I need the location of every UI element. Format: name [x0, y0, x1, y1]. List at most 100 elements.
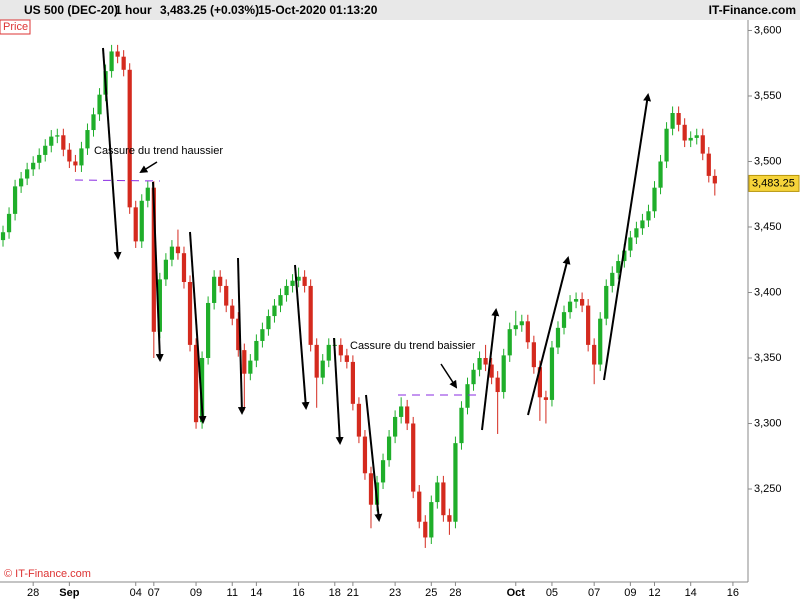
candle-body — [423, 521, 428, 538]
candle-body — [157, 279, 162, 332]
candle-body — [0, 232, 6, 241]
candle-body — [338, 344, 343, 356]
candle-body — [85, 130, 90, 149]
candle-body — [212, 276, 217, 303]
candle-body — [109, 51, 114, 72]
candle-body — [573, 299, 579, 302]
x-tick-label: 07 — [588, 587, 600, 599]
candle-body — [380, 460, 386, 483]
x-tick-label: 25 — [425, 587, 437, 599]
candle-body — [181, 253, 187, 283]
candle-body — [610, 272, 615, 286]
x-tick-label: 12 — [648, 587, 660, 599]
y-tick-label: 3,250 — [754, 483, 782, 495]
x-tick-label: Sep — [59, 587, 79, 599]
candle-body — [549, 347, 555, 400]
interval: 1 hour — [115, 3, 152, 17]
x-tick-label: 21 — [347, 587, 359, 599]
x-tick-label: 11 — [227, 587, 238, 599]
candle-body — [537, 367, 542, 398]
annotation-arrow — [440, 363, 458, 389]
x-tick-label: 18 — [329, 587, 341, 599]
candle-body — [43, 145, 48, 155]
annotation: Cassure du trend baissier — [350, 340, 476, 352]
trend-arrow — [152, 181, 164, 362]
y-tick-label: 3,350 — [754, 352, 782, 364]
candle-body — [350, 361, 355, 404]
trend-arrow — [189, 231, 207, 424]
candle-body — [61, 135, 66, 150]
x-tick-label: 16 — [292, 587, 304, 599]
candle-body — [254, 340, 259, 361]
candle-body — [676, 113, 681, 125]
y-tick-label: 3,300 — [754, 417, 782, 429]
candle-body — [19, 178, 24, 187]
candle-body — [284, 285, 289, 296]
candle-body — [513, 325, 518, 330]
candle-body — [543, 397, 549, 400]
header-bar — [0, 0, 800, 20]
candle-body — [97, 94, 102, 115]
candle-body — [169, 246, 175, 260]
symbol: US 500 (DEC-20) — [24, 3, 118, 17]
candle-body — [91, 114, 96, 131]
candle-body — [308, 285, 313, 345]
candle-body — [302, 276, 307, 286]
candle-body — [6, 213, 12, 233]
candle-body — [199, 357, 205, 423]
candle-body — [567, 301, 573, 313]
x-tick-label: Oct — [507, 587, 526, 599]
candle-body — [187, 282, 193, 345]
candle-body — [320, 360, 325, 378]
candle-body — [489, 364, 494, 378]
candle-body — [362, 436, 368, 474]
candle-body — [664, 128, 669, 162]
candle-body — [25, 169, 30, 179]
candle-body — [260, 329, 265, 341]
candle-body — [121, 56, 126, 70]
candle-body — [37, 154, 42, 163]
candle-body — [441, 482, 446, 516]
candle-body — [163, 259, 168, 280]
candle-body — [471, 369, 476, 385]
candle-body — [531, 342, 536, 368]
y-tick-label: 3,400 — [754, 286, 782, 298]
candle-body — [314, 344, 319, 378]
candle-body — [634, 228, 639, 238]
candle-body — [49, 136, 54, 146]
last-price-label: 3,483.25 — [752, 177, 795, 189]
candle-body — [248, 360, 253, 374]
candle-body — [73, 161, 78, 166]
candle-body — [236, 318, 241, 351]
x-tick-label: 09 — [190, 587, 202, 599]
candle-body — [712, 175, 717, 184]
candle-body — [652, 187, 657, 212]
candle-body — [230, 305, 235, 319]
candle-body — [133, 207, 138, 242]
candle-body — [218, 276, 223, 286]
brand: IT-Finance.com — [709, 3, 796, 17]
quote: 3,483.25 (+0.03%) — [160, 3, 259, 17]
candle-body — [356, 403, 362, 437]
candle-body — [429, 502, 434, 538]
candle-body — [453, 443, 458, 522]
last-price-box — [748, 174, 800, 192]
x-tick-label: 14 — [685, 587, 697, 599]
candle-body — [12, 186, 18, 214]
candle-body — [465, 384, 470, 408]
candle-body — [435, 482, 440, 503]
y-tick-label: 3,450 — [754, 221, 782, 233]
candle-body — [706, 153, 711, 176]
candle-body — [700, 135, 705, 154]
candle-body — [79, 148, 84, 166]
candle-body — [290, 280, 295, 286]
candle-body — [580, 299, 585, 306]
plot — [0, 44, 717, 548]
candle-body — [555, 327, 561, 348]
y-tick-label: 3,550 — [754, 90, 782, 102]
x-tick-label: 07 — [148, 587, 160, 599]
candle-body — [459, 407, 464, 444]
x-tick-label: 28 — [27, 587, 39, 599]
candle-body — [344, 355, 349, 362]
panel-label-box — [0, 19, 31, 35]
